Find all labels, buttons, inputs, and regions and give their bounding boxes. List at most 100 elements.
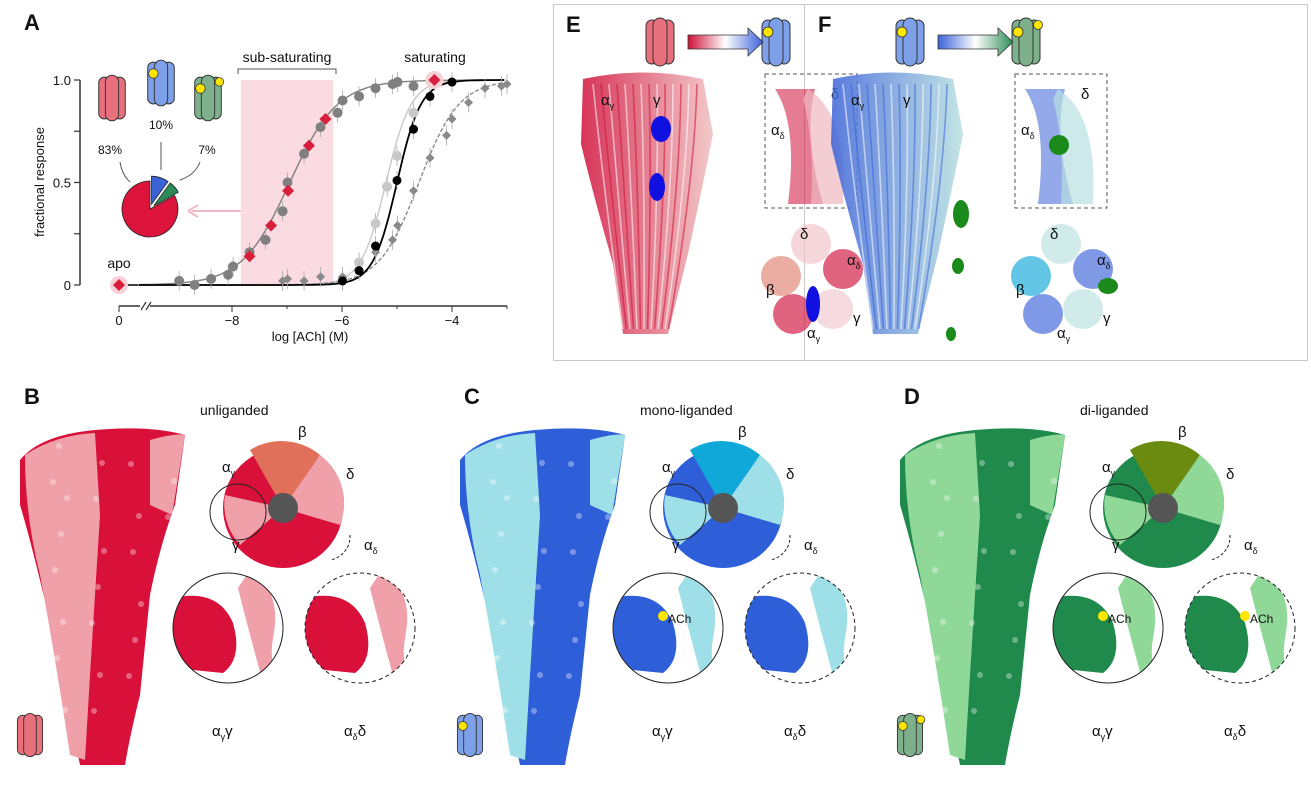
data-point	[332, 107, 343, 118]
density-texture	[50, 479, 56, 485]
top-view-subunit	[773, 294, 813, 334]
density-texture	[91, 708, 97, 714]
data-point	[425, 153, 435, 163]
alpha-gamma-site-marker	[1089, 483, 1147, 541]
density-texture	[615, 654, 621, 660]
density-texture	[136, 513, 142, 519]
apo-label: apo	[107, 255, 131, 271]
unliganded-channel-icon	[16, 712, 44, 758]
helix-trace	[910, 83, 932, 330]
label-base: α	[847, 252, 856, 269]
label-beta: β	[738, 424, 747, 441]
top-view-delta	[723, 455, 785, 525]
label-delta: δ	[346, 466, 354, 483]
label-subscript: δ	[1029, 131, 1035, 141]
density-texture	[494, 655, 500, 661]
inset-alpha-structure	[775, 89, 823, 204]
density-texture	[134, 725, 140, 731]
inset-delta-structure	[1053, 89, 1094, 204]
panel-label-d: D	[904, 384, 920, 409]
label-base: δ	[786, 466, 795, 483]
mono-liganded-channel-icon	[456, 712, 484, 758]
density-texture	[533, 496, 539, 502]
inset-label: αγγ	[212, 723, 233, 742]
top-view-beta	[250, 441, 320, 508]
label-delta: δ	[1226, 466, 1234, 483]
density-texture	[1055, 654, 1061, 660]
label-top-alpha-delta: αδ	[1097, 252, 1111, 271]
ach-density	[658, 611, 668, 621]
label-subscript: δ	[812, 546, 818, 556]
density-texture	[171, 478, 177, 484]
ach-ligand-icon	[1033, 20, 1043, 30]
label-alpha-gamma: αγ	[851, 92, 864, 111]
helix-trace	[667, 83, 698, 330]
subunit	[652, 17, 668, 67]
label-gamma: γ	[653, 92, 661, 109]
helix-trace	[632, 83, 642, 330]
helix-trace	[657, 83, 674, 330]
top-view-highlight	[1098, 278, 1118, 294]
label-subscript: γ	[815, 334, 821, 344]
dose-response-chart: 0 0.5 1.0 fractional response 0 −8 −6 −4 apo sub-…	[32, 49, 512, 328]
helix-trace	[660, 83, 682, 330]
data-point	[354, 91, 365, 102]
top-view-beta	[1130, 441, 1200, 508]
density-texture	[1049, 690, 1055, 696]
alpha-gamma-site-marker	[209, 483, 267, 541]
label-gamma: γ	[232, 537, 240, 554]
top-view-subunit	[761, 256, 801, 296]
inset-partner-density	[1250, 573, 1295, 683]
label-suffix: δ	[797, 723, 807, 740]
alpha-delta-site-marker	[329, 534, 351, 561]
pore	[268, 493, 298, 523]
density-texture	[52, 567, 58, 573]
axis-break-mark	[140, 301, 152, 311]
density-texture	[126, 673, 132, 679]
helix-trace	[616, 83, 635, 330]
highlight-region	[952, 258, 964, 274]
subunit	[463, 712, 477, 758]
label-alpha-delta: αδ	[364, 537, 378, 556]
label-top-gamma: γ	[1103, 310, 1111, 327]
density-texture	[1010, 549, 1016, 555]
data-point	[408, 107, 419, 118]
inset-label: αδδ	[784, 723, 806, 742]
x-axis-label: log [ACh] (M)	[271, 329, 349, 344]
label-suffix: δ	[1237, 723, 1247, 740]
label-subscript: δ	[779, 131, 785, 141]
density-texture	[938, 531, 944, 537]
inset-label: αδδ	[344, 723, 366, 742]
unliganded-channel-icon	[98, 74, 126, 122]
data-point	[447, 114, 457, 124]
density-texture	[613, 566, 619, 572]
zoom-inset-box	[764, 73, 858, 209]
inset-partner-density	[678, 573, 723, 683]
subunit	[768, 17, 784, 67]
panel-label-b: B	[24, 384, 40, 409]
side-view-density-subunit	[905, 433, 980, 760]
label-base: α	[771, 122, 780, 139]
inset-circle	[612, 572, 724, 684]
density-texture	[165, 514, 171, 520]
x-tick-label: −4	[445, 313, 460, 328]
data-point	[464, 98, 473, 108]
label-base: δ	[1226, 466, 1235, 483]
label-base: α	[1224, 723, 1233, 740]
helix-trace	[640, 83, 645, 330]
data-point	[428, 74, 441, 86]
x-tick-label: −6	[335, 313, 350, 328]
label-subscript: γ	[660, 732, 666, 742]
density-texture	[603, 726, 609, 732]
density-texture	[54, 655, 60, 661]
label-subscript: γ	[1065, 334, 1071, 344]
ach-ligand-icon	[214, 77, 225, 87]
density-texture	[539, 460, 545, 466]
helix-trace	[608, 83, 631, 330]
label-base: α	[212, 723, 221, 740]
inset-delta-structure	[803, 89, 844, 204]
helix-trace	[890, 83, 895, 330]
density-texture	[1014, 725, 1020, 731]
label-subscript: γ	[1100, 732, 1106, 742]
helix-trace	[858, 83, 881, 330]
